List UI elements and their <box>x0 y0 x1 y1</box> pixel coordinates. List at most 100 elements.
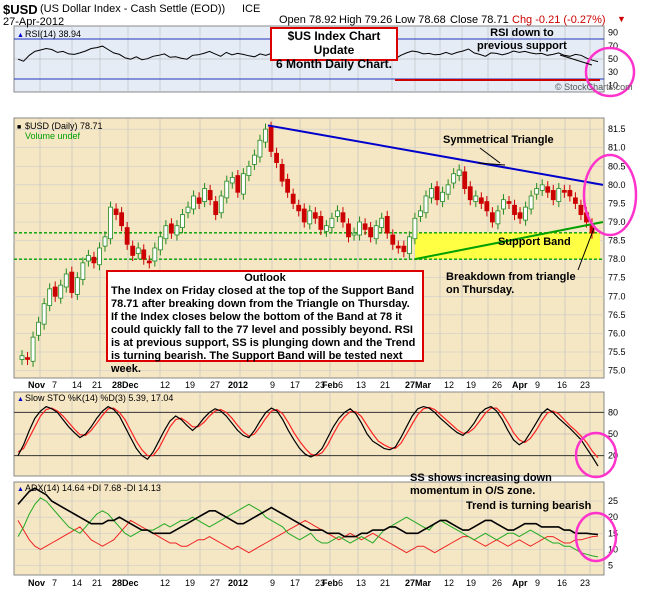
price-candle <box>567 190 573 197</box>
sto-tick-label: 50 <box>608 429 618 439</box>
price-candle <box>307 210 313 225</box>
price-x-label: 7 <box>52 380 57 390</box>
breakdown-note: Breakdown from triangle on Thursday. <box>446 271 576 297</box>
price-candle <box>462 171 468 189</box>
price-candle <box>478 197 484 204</box>
price-candle <box>412 217 418 240</box>
price-candle <box>213 201 219 215</box>
adx-x-label: 9 <box>535 578 540 588</box>
adx-x-label: 23 <box>315 578 325 588</box>
price-candle <box>456 169 462 176</box>
sto-legend-icon: ▲ <box>17 396 24 403</box>
price-candle <box>362 223 368 230</box>
price-candle <box>440 191 445 202</box>
price-candle <box>379 217 385 228</box>
price-candle <box>290 193 296 204</box>
price-tick-label: 76.0 <box>608 328 626 338</box>
rsi-note-line-2: previous support <box>477 40 567 52</box>
price-title-label: $USD (Daily) 78.71 <box>25 121 103 131</box>
price-x-label: 19 <box>466 380 476 390</box>
price-candle <box>157 236 163 251</box>
price-candle <box>169 223 174 234</box>
price-candle <box>163 225 169 240</box>
price-candle <box>36 321 42 336</box>
adx-x-label: 17 <box>290 578 300 588</box>
price-candle <box>550 190 556 201</box>
adx-x-label: 14 <box>72 578 82 588</box>
price-x-label: 13 <box>356 380 366 390</box>
adx-x-label: 9 <box>270 578 275 588</box>
price-tick-label: 76.5 <box>608 310 626 320</box>
price-candle <box>102 236 108 247</box>
triangle-pointer-2 <box>479 147 501 164</box>
price-tick-label: 81.5 <box>608 124 626 134</box>
price-x-label: 2012 <box>228 380 248 390</box>
close-value: Close 78.71 <box>450 14 509 26</box>
adx-x-label: 26 <box>492 578 502 588</box>
support-band-label: Support Band <box>498 236 571 248</box>
price-candle <box>506 201 512 204</box>
adx-minus-di-line <box>17 519 599 554</box>
price-candle <box>185 206 191 214</box>
adx-x-label: 12 <box>444 578 454 588</box>
price-x-label: 14 <box>72 380 82 390</box>
volume-label: Volume undef <box>25 131 81 141</box>
watermark: © StockCharts.com <box>555 82 633 92</box>
rsi-tick-label: 70 <box>608 41 618 51</box>
price-x-label: 6 <box>338 380 343 390</box>
price-candle <box>86 255 91 262</box>
price-candle <box>368 227 374 238</box>
price-candle <box>561 190 567 193</box>
price-tick-label: 80.0 <box>608 180 626 190</box>
price-candle <box>390 234 396 245</box>
adx-line <box>17 487 599 538</box>
ss-line-2: momentum in O/S zone. <box>410 485 536 497</box>
triangle-pointer <box>477 162 506 166</box>
price-tick-label: 77.5 <box>608 273 626 283</box>
price-x-label: 27Mar <box>405 380 432 390</box>
price-candle <box>263 128 268 143</box>
price-candle <box>501 199 506 210</box>
adx-legend-icon: ▲ <box>17 486 24 493</box>
price-candle <box>207 190 213 201</box>
highlight-circle <box>574 431 618 479</box>
price-candle <box>484 201 490 212</box>
price-candle <box>174 225 180 236</box>
price-candle <box>523 206 528 221</box>
highlight-circle <box>584 46 636 98</box>
highlight-circle <box>582 153 638 237</box>
price-candle <box>246 165 252 176</box>
adx-x-label: 7 <box>52 578 57 588</box>
change-down-icon: ▼ <box>617 14 626 24</box>
price-candle <box>445 184 451 195</box>
price-x-label: 28Dec <box>112 380 139 390</box>
rsi-title-label: RSI(14) 38.94 <box>25 29 81 39</box>
price-candle <box>91 256 97 264</box>
price-x-label: Apr <box>512 380 528 390</box>
breakdown-line-1: Breakdown from triangle <box>446 271 576 283</box>
adx-x-label: 27 <box>210 578 220 588</box>
sto-tick-label: 80 <box>608 407 618 417</box>
adx-x-label: 6 <box>338 578 343 588</box>
triangle-label: Symmetrical Triangle <box>443 134 554 146</box>
adx-x-label: 27Mar <box>405 578 432 588</box>
price-candle <box>252 154 257 165</box>
price-candle <box>69 271 75 293</box>
open-value: Open 78.92 <box>279 14 337 26</box>
price-candle <box>202 188 208 202</box>
price-x-label: 21 <box>92 380 102 390</box>
price-candle <box>97 247 102 266</box>
price-candle <box>274 152 279 163</box>
rsi-pointer <box>559 54 593 66</box>
symbol: $USD <box>3 2 38 17</box>
price-candle <box>384 216 390 234</box>
adx-tick-label: 15 <box>608 528 618 538</box>
callout-line-1: $US Index Chart Update <box>287 29 381 57</box>
price-tick-label: 81.0 <box>608 143 626 153</box>
price-candle <box>135 247 141 254</box>
ss-note: SS shows increasing down momentum in O/S… <box>410 472 552 498</box>
price-candle <box>357 221 362 236</box>
price-candle <box>489 212 495 223</box>
price-candle <box>41 303 47 325</box>
price-candle <box>285 178 291 193</box>
